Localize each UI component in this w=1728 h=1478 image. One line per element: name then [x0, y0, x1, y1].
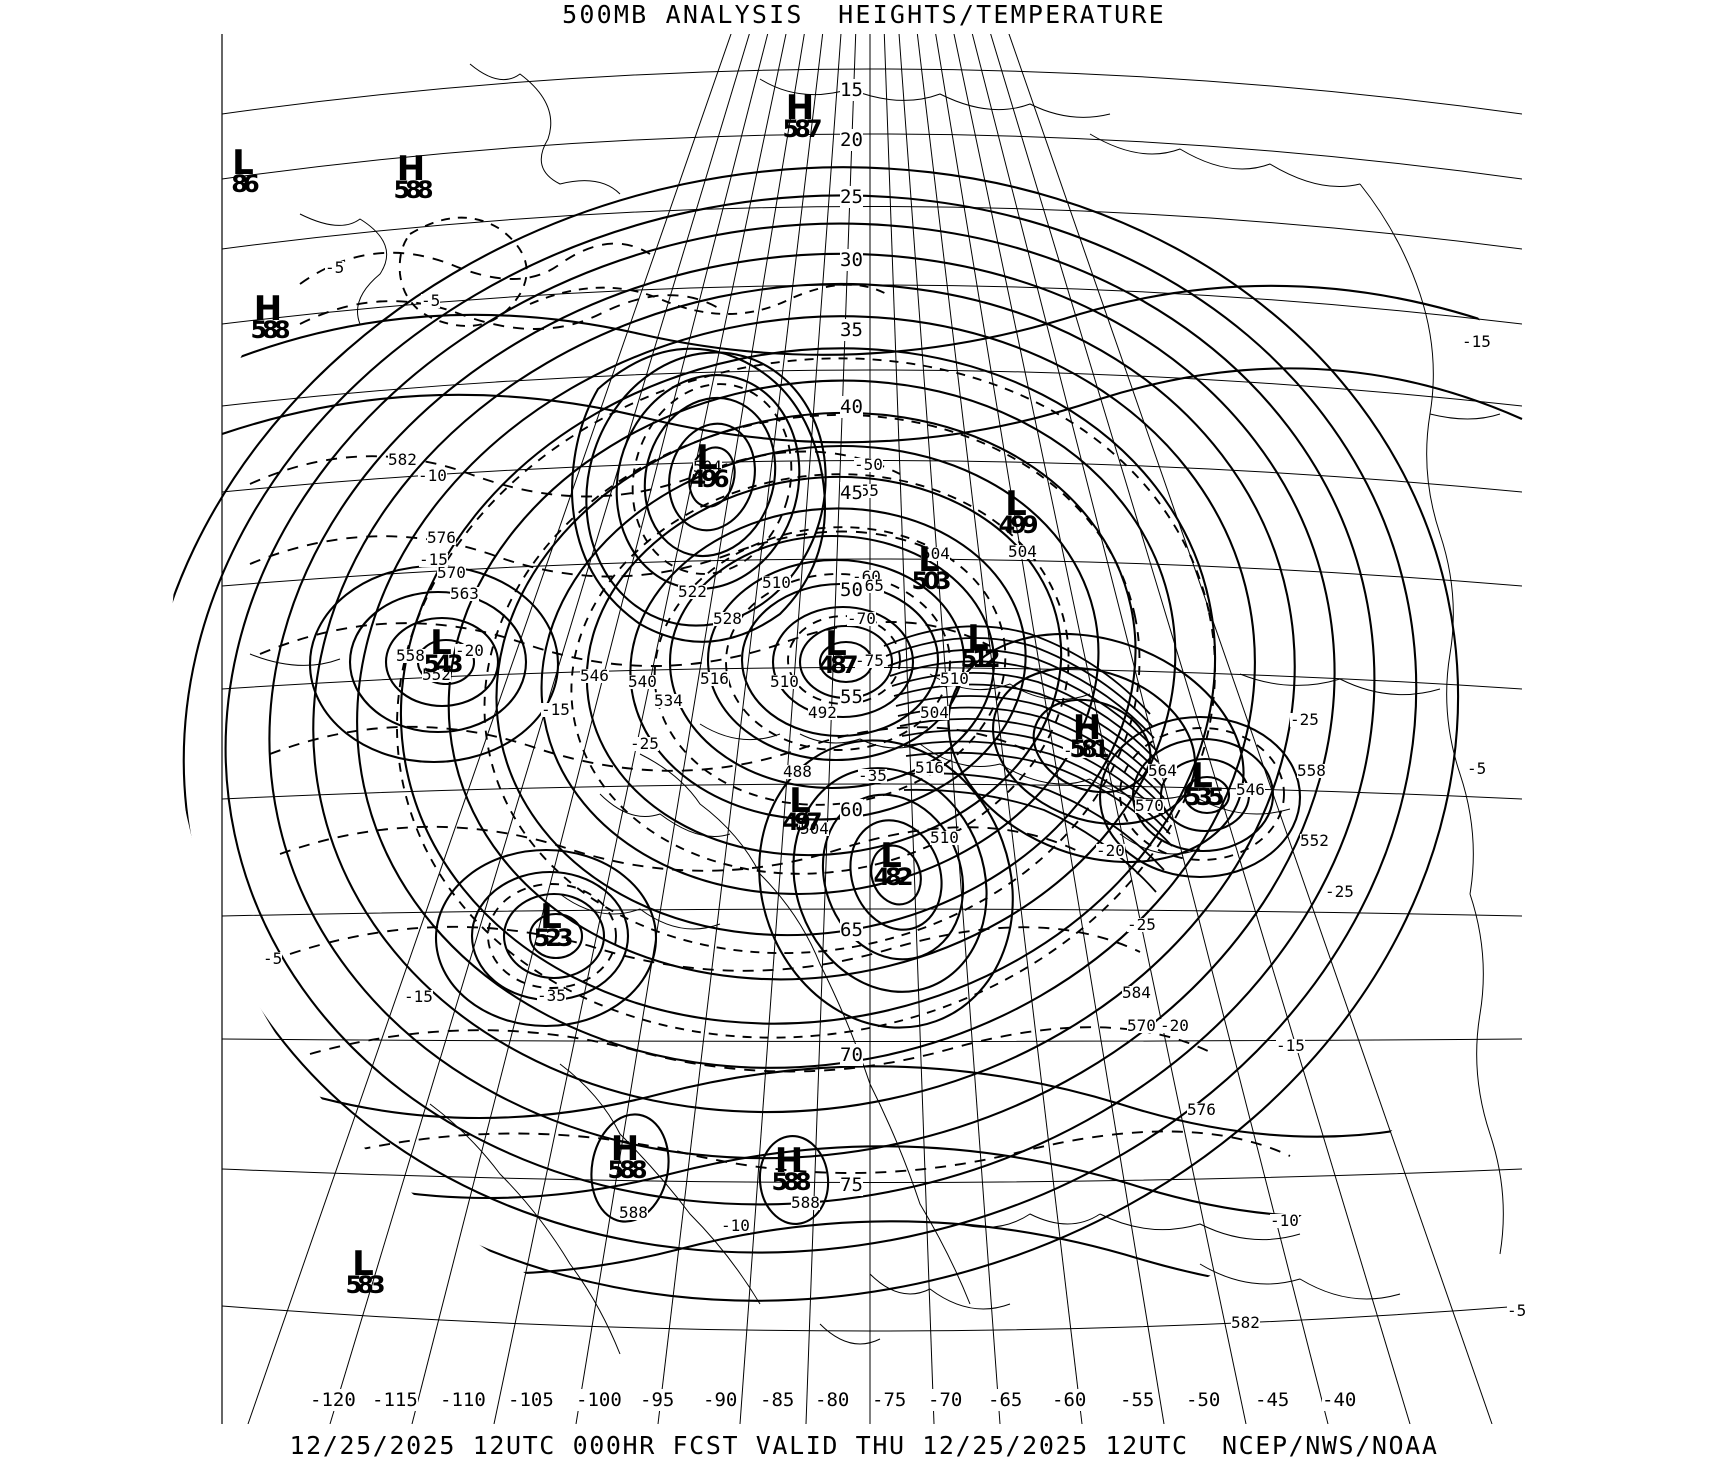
- coastline-layer: [249, 63, 1504, 1355]
- meridians: [247, 34, 1493, 1424]
- map-contour-svg: [170, 34, 1523, 1424]
- page-title: 500MB ANALYSIS HEIGHTS/TEMPERATURE: [562, 0, 1166, 29]
- temperature-contour-layer: [249, 216, 1291, 1174]
- chart-footer-caption: 12/25/2025 12UTC 000HR FCST VALID THU 12…: [289, 1431, 1439, 1460]
- graticule-layer: [222, 34, 1522, 1424]
- map-canvas: 582 576 570 563 558 552 546 540 516 510 510 522 528 5…: [0, 34, 1728, 1424]
- parallels: [222, 68, 1522, 1332]
